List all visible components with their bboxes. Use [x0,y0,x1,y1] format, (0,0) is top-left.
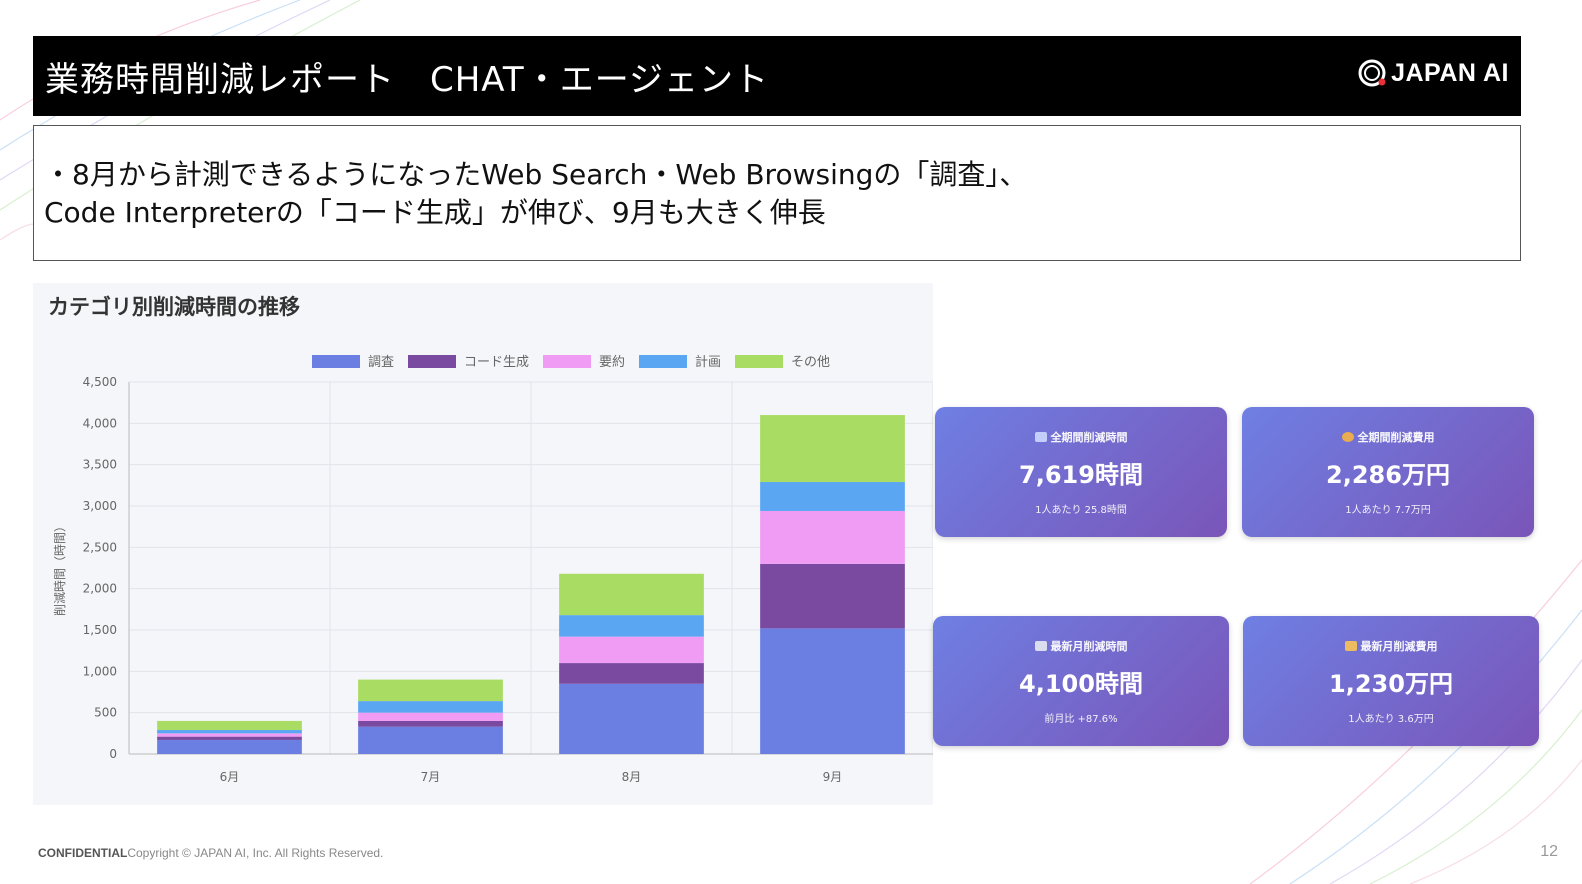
bar-segment [358,720,503,727]
logo: JAPAN AI [1357,58,1509,88]
bar-segment [358,679,503,702]
x-tick-label: 6月 [220,770,240,784]
bar-segment [157,733,302,737]
footer-copyright: Copyright © JAPAN AI, Inc. All Rights Re… [127,846,384,860]
bar-segment [559,636,704,664]
summary-box: ・8月から計測できるようになったWeb Search・Web Browsingの… [33,125,1521,261]
card-label: 最新月削減時間 [1050,640,1128,653]
y-tick-label: 1,000 [83,664,117,678]
page-number: 12 [1540,843,1558,860]
bar-segment [760,415,905,483]
legend-label: 計画 [695,354,721,370]
y-tick-label: 2,000 [83,582,117,596]
bar-segment [358,726,503,754]
calendar-icon [1034,641,1047,651]
card-label: 全期間削減費用 [1357,431,1435,444]
y-tick-label: 500 [94,706,117,720]
card-value: 1,230万円 [1329,670,1453,698]
card-value: 7,619時間 [1019,461,1143,489]
bar-segment [760,510,905,564]
legend-swatch [735,355,783,368]
bar-segment [157,730,302,734]
japan-ai-logo-icon [1358,59,1386,87]
legend-swatch [543,355,591,368]
x-tick-label: 8月 [622,770,642,784]
y-tick-label: 1,500 [83,623,117,637]
y-tick-label: 4,000 [83,416,117,430]
footer: CONFIDENTIALCopyright © JAPAN AI, Inc. A… [38,846,383,860]
card-latest-cost: 最新月削減費用 1,230万円 1人あたり 3.6万円 [1243,616,1539,746]
bar-segment [358,701,503,713]
legend-label: コード生成 [464,355,529,370]
logo-text: JAPAN AI [1391,58,1509,87]
footer-confidential: CONFIDENTIAL [38,846,128,860]
bar-segment [559,573,704,616]
legend-swatch [408,355,456,368]
x-tick-label: 9月 [823,770,843,784]
legend-label: その他 [791,355,830,370]
bar-segment [358,712,503,721]
bar-segment [157,739,302,754]
summary-line-2: Code Interpreterの「コード生成」が伸び、9月も大きく伸長 [44,196,826,229]
legend-label: 調査 [368,355,394,370]
y-tick-label: 3,500 [83,458,117,472]
y-tick-label: 4,500 [83,375,117,389]
bar-segment [760,563,905,629]
bar-segment [760,482,905,511]
card-sub: 1人あたり 3.6万円 [1348,714,1434,725]
card-sub: 前月比 +87.6% [1044,714,1118,725]
card-label: 全期間削減時間 [1050,431,1128,444]
x-tick-label: 7月 [421,770,441,784]
bar-segment [559,683,704,754]
money-bag-icon [1341,432,1354,442]
card-latest-hours: 最新月削減時間 4,100時間 前月比 +87.6% [933,616,1229,746]
chart-title: カテゴリ別削減時間の推移 [48,295,300,319]
header-bar: 業務時間削減レポート CHAT・エージェント JAPAN AI [33,36,1521,116]
stacked-bar-chart: 0 500 1,000 1,500 2,000 2,500 3,000 3,500 4,000 4… [52,354,933,784]
card-total-hours: 全期間削減時間 7,619時間 1人あたり 25.8時間 [935,407,1227,537]
summary-line-1: ・8月から計測できるようになったWeb Search・Web Browsingの… [44,158,1028,191]
bar-chart-icon [1034,432,1047,442]
y-axis-label: 削減時間（時間） [52,520,67,616]
legend-swatch [312,355,360,368]
card-label: 最新月削減費用 [1360,640,1438,653]
bar-segment [157,736,302,740]
card-sub: 1人あたり 7.7万円 [1345,505,1431,516]
legend-swatch [639,355,687,368]
card-value: 4,100時間 [1019,670,1143,698]
chart-panel: カテゴリ別削減時間の推移 0 500 1,000 1,500 2,000 2,500 3,0… [33,283,933,805]
y-tick-label: 3,000 [83,499,117,513]
y-tick-label: 0 [109,747,117,761]
bar-segment [559,663,704,684]
bar-segment [559,615,704,637]
card-total-cost: 全期間削減費用 2,286万円 1人あたり 7.7万円 [1242,407,1534,537]
page-title: 業務時間削減レポート CHAT・エージェント [45,59,770,100]
legend-label: 要約 [599,355,625,370]
bar-segment [157,720,302,731]
money-icon [1344,641,1357,651]
card-value: 2,286万円 [1326,461,1450,489]
card-sub: 1人あたり 25.8時間 [1035,505,1127,516]
y-tick-label: 2,500 [83,540,117,554]
bar-segment [760,628,905,754]
